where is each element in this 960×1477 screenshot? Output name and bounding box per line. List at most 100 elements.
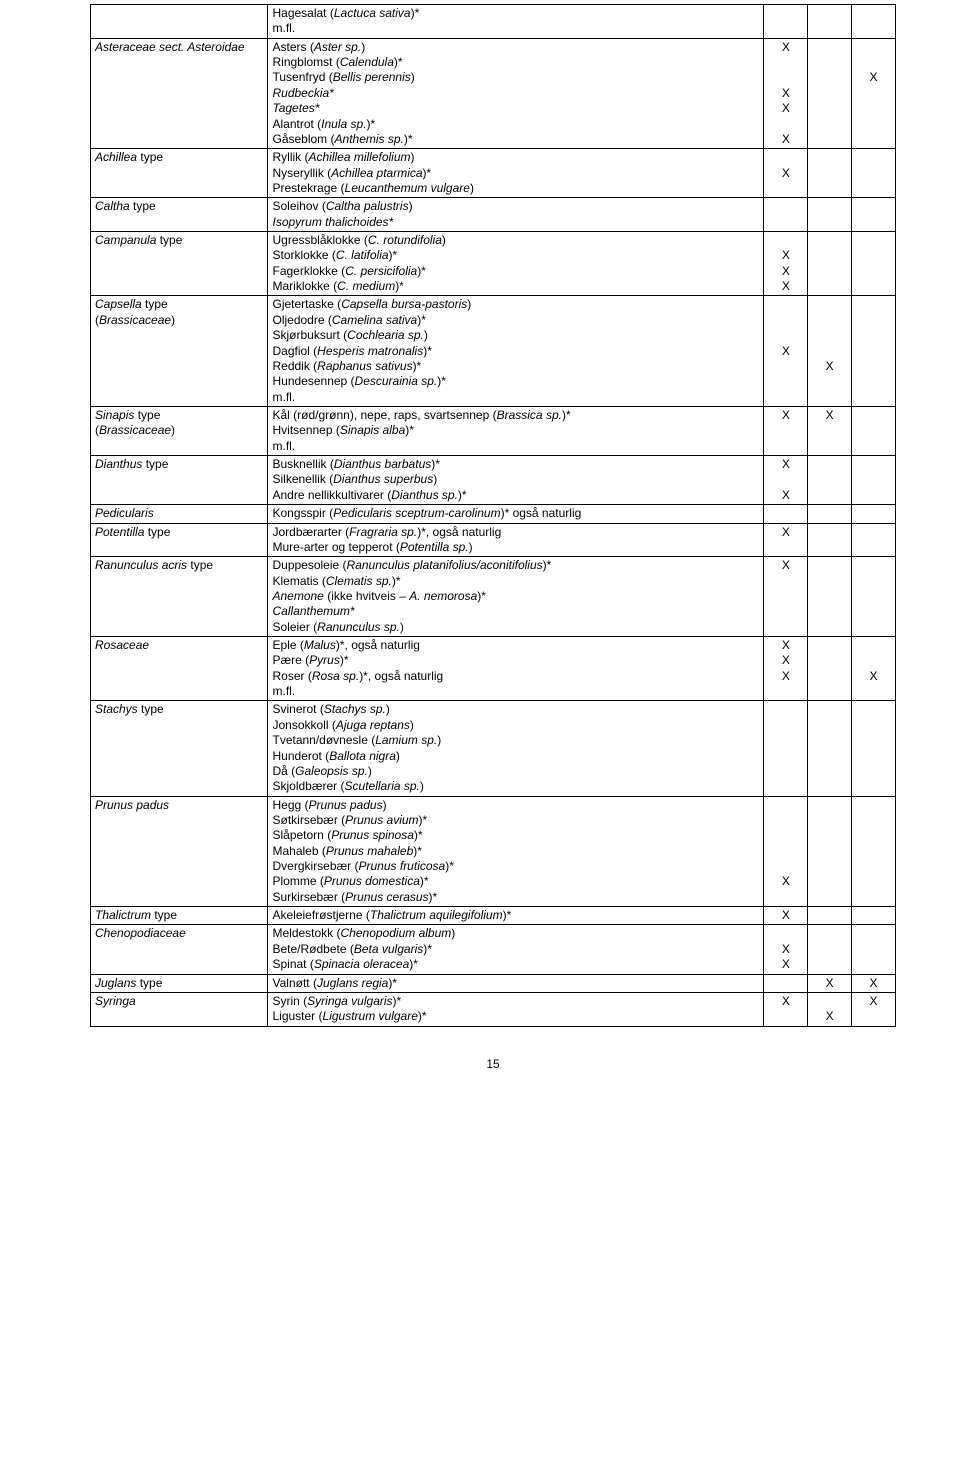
- mark-cell: [808, 198, 852, 232]
- species-cell: Jordbærarter (Fragraria sp.)*, også natu…: [268, 523, 764, 557]
- mark-cell: X: [764, 907, 808, 925]
- mark-cell: X: [764, 796, 808, 907]
- mark-cell: [852, 925, 896, 974]
- mark-cell: X: [808, 992, 852, 1026]
- taxon-cell: Sinapis type(Brassicaceae): [91, 406, 268, 455]
- mark-cell: X: [852, 992, 896, 1026]
- mark-cell: [808, 557, 852, 637]
- mark-cell: X: [808, 406, 852, 455]
- mark-cell: X: [808, 296, 852, 407]
- table-row: Sinapis type(Brassicaceae)Kål (rød/grønn…: [91, 406, 896, 455]
- mark-cell: [808, 456, 852, 505]
- mark-cell: [852, 406, 896, 455]
- taxon-cell: Rosaceae: [91, 637, 268, 701]
- mark-cell: [808, 38, 852, 149]
- species-cell: Ryllik (Achillea millefolium)Nyseryllik …: [268, 149, 764, 198]
- mark-cell: XX: [764, 456, 808, 505]
- mark-cell: [852, 907, 896, 925]
- species-cell: Soleihov (Caltha palustris)Isopyrum thal…: [268, 198, 764, 232]
- mark-cell: XXX: [764, 637, 808, 701]
- mark-cell: [764, 505, 808, 523]
- mark-cell: X: [852, 38, 896, 149]
- mark-cell: [852, 456, 896, 505]
- species-cell: Busknellik (Dianthus barbatus)*Silkenell…: [268, 456, 764, 505]
- mark-cell: X: [852, 974, 896, 992]
- taxon-cell: [91, 5, 268, 39]
- table-row: PedicularisKongsspir (Pedicularis sceptr…: [91, 505, 896, 523]
- table-row: ChenopodiaceaeMeldestokk (Chenopodium al…: [91, 925, 896, 974]
- mark-cell: [764, 701, 808, 796]
- species-cell: Eple (Malus)*, også naturligPære (Pyrus)…: [268, 637, 764, 701]
- species-cell: Kongsspir (Pedicularis sceptrum-carolinu…: [268, 505, 764, 523]
- mark-cell: [808, 925, 852, 974]
- table-row: Thalictrum typeAkeleiefrøstjerne (Thalic…: [91, 907, 896, 925]
- species-cell: Hagesalat (Lactuca sativa)*m.fl.: [268, 5, 764, 39]
- mark-cell: [808, 796, 852, 907]
- table-row: Achillea typeRyllik (Achillea millefoliu…: [91, 149, 896, 198]
- table-row: Dianthus typeBusknellik (Dianthus barbat…: [91, 456, 896, 505]
- table-row: Caltha typeSoleihov (Caltha palustris)Is…: [91, 198, 896, 232]
- table-row: Campanula typeUgressblåklokke (C. rotund…: [91, 232, 896, 296]
- mark-cell: X: [764, 406, 808, 455]
- taxon-cell: Juglans type: [91, 974, 268, 992]
- page-number: 15: [90, 1057, 896, 1071]
- taxon-cell: Dianthus type: [91, 456, 268, 505]
- table-row: Stachys typeSvinerot (Stachys sp.)Jonsok…: [91, 701, 896, 796]
- table-body: Hagesalat (Lactuca sativa)*m.fl.Asterace…: [91, 5, 896, 1027]
- species-cell: Duppesoleie (Ranunculus platanifolius/ac…: [268, 557, 764, 637]
- table-row: Juglans typeValnøtt (Juglans regia)* XX: [91, 974, 896, 992]
- table-row: Hagesalat (Lactuca sativa)*m.fl.: [91, 5, 896, 39]
- table-row: SyringaSyrin (Syringa vulgaris)*Liguster…: [91, 992, 896, 1026]
- mark-cell: XXXX: [764, 38, 808, 149]
- table-row: Potentilla typeJordbærarter (Fragraria s…: [91, 523, 896, 557]
- species-cell: Syrin (Syringa vulgaris)*Liguster (Ligus…: [268, 992, 764, 1026]
- mark-cell: [808, 637, 852, 701]
- taxon-cell: Prunus padus: [91, 796, 268, 907]
- species-cell: Kål (rød/grønn), nepe, raps, svartsennep…: [268, 406, 764, 455]
- taxon-cell: Caltha type: [91, 198, 268, 232]
- species-cell: Akeleiefrøstjerne (Thalictrum aquilegifo…: [268, 907, 764, 925]
- mark-cell: [852, 505, 896, 523]
- taxon-cell: Chenopodiaceae: [91, 925, 268, 974]
- species-cell: Gjetertaske (Capsella bursa-pastoris)Olj…: [268, 296, 764, 407]
- mark-cell: [852, 232, 896, 296]
- mark-cell: [852, 149, 896, 198]
- mark-cell: [808, 701, 852, 796]
- mark-cell: X: [852, 637, 896, 701]
- mark-cell: [808, 505, 852, 523]
- mark-cell: [808, 907, 852, 925]
- mark-cell: [852, 557, 896, 637]
- mark-cell: [808, 149, 852, 198]
- mark-cell: [808, 5, 852, 39]
- mark-cell: [808, 523, 852, 557]
- taxon-cell: Ranunculus acris type: [91, 557, 268, 637]
- mark-cell: [852, 198, 896, 232]
- mark-cell: [852, 5, 896, 39]
- mark-cell: X: [764, 992, 808, 1026]
- species-table: Hagesalat (Lactuca sativa)*m.fl.Asterace…: [90, 4, 896, 1027]
- mark-cell: [808, 232, 852, 296]
- mark-cell: [852, 296, 896, 407]
- taxon-cell: Campanula type: [91, 232, 268, 296]
- document-page: Hagesalat (Lactuca sativa)*m.fl.Asterace…: [0, 0, 960, 1111]
- mark-cell: X: [764, 296, 808, 407]
- taxon-cell: Syringa: [91, 992, 268, 1026]
- mark-cell: X: [764, 557, 808, 637]
- table-row: Capsella type(Brassicaceae)Gjetertaske (…: [91, 296, 896, 407]
- species-cell: Hegg (Prunus padus)Søtkirsebær (Prunus a…: [268, 796, 764, 907]
- species-cell: Meldestokk (Chenopodium album)Bete/Rødbe…: [268, 925, 764, 974]
- taxon-cell: Capsella type(Brassicaceae): [91, 296, 268, 407]
- mark-cell: X: [764, 149, 808, 198]
- taxon-cell: Pedicularis: [91, 505, 268, 523]
- species-cell: Valnøtt (Juglans regia)*: [268, 974, 764, 992]
- species-cell: Svinerot (Stachys sp.)Jonsokkoll (Ajuga …: [268, 701, 764, 796]
- taxon-cell: Achillea type: [91, 149, 268, 198]
- mark-cell: [764, 198, 808, 232]
- mark-cell: X: [808, 974, 852, 992]
- table-row: RosaceaeEple (Malus)*, også naturligPære…: [91, 637, 896, 701]
- species-cell: Asters (Aster sp.)Ringblomst (Calendula)…: [268, 38, 764, 149]
- mark-cell: [852, 796, 896, 907]
- mark-cell: [852, 523, 896, 557]
- mark-cell: XX: [764, 925, 808, 974]
- mark-cell: X: [764, 523, 808, 557]
